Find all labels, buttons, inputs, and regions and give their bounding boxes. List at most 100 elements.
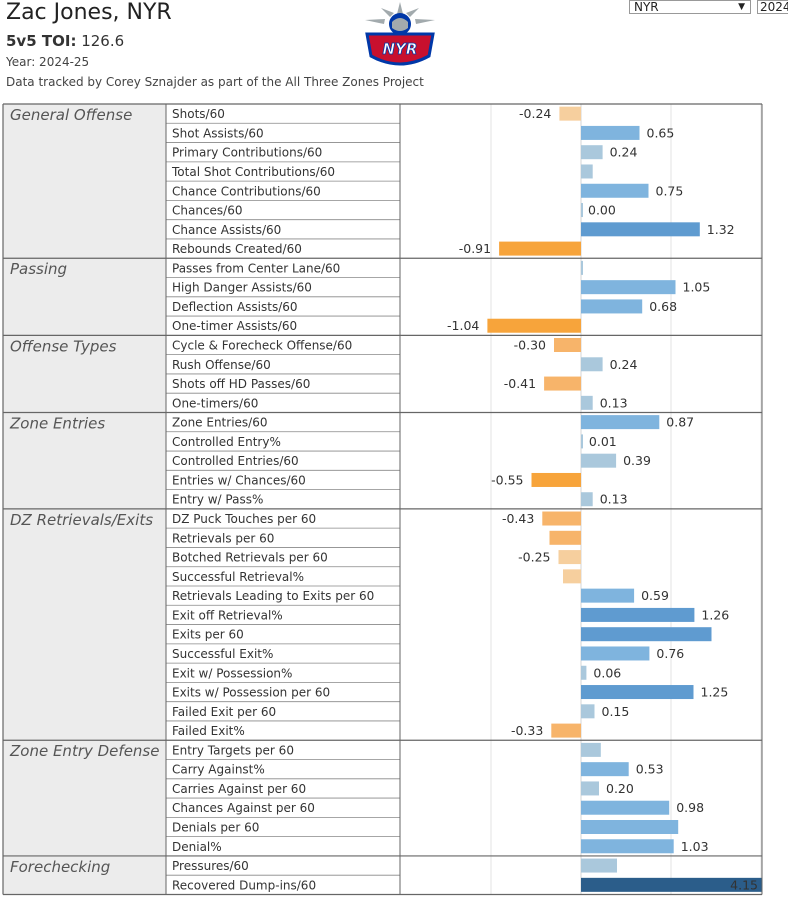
value-label: -1.04 <box>447 318 479 333</box>
category-label: Zone Entry Defense <box>9 742 159 760</box>
bar <box>581 820 679 834</box>
metric-label: Rebounds Created/60 <box>172 242 302 256</box>
bar <box>581 222 700 237</box>
category-column-bg <box>3 104 166 895</box>
value-label: -0.43 <box>502 511 534 526</box>
team-filter-dropdown[interactable]: NYR ▼ <box>629 0 751 14</box>
metric-label: Shots/60 <box>172 107 225 121</box>
bar <box>581 627 712 642</box>
chevron-down-icon: ▼ <box>738 2 745 12</box>
logo-text: NYR <box>383 40 418 58</box>
value-label: 1.26 <box>701 607 729 622</box>
value-label: 0.13 <box>600 395 628 410</box>
bar <box>581 145 603 160</box>
bar <box>581 395 593 410</box>
value-label: 0.13 <box>600 492 628 507</box>
metric-label: Denial% <box>172 840 222 854</box>
bar <box>581 646 650 661</box>
metric-label: Cycle & Forecheck Offense/60 <box>172 339 352 353</box>
bar <box>581 492 593 507</box>
season-year: Year: 2024-25 <box>6 55 90 69</box>
bar <box>581 742 601 757</box>
bar <box>581 877 762 892</box>
metric-label: Failed Exit% <box>172 724 245 738</box>
metric-label: Deflection Assists/60 <box>172 300 298 314</box>
value-label: -0.30 <box>514 338 546 353</box>
metric-label: Carry Against% <box>172 763 265 777</box>
metric-label: Shots off HD Passes/60 <box>172 377 310 391</box>
metric-label: Total Shot Contributions/60 <box>171 165 335 179</box>
metric-label: Botched Retrievals per 60 <box>172 551 328 565</box>
value-label: 0.76 <box>656 646 684 661</box>
bar <box>581 260 583 275</box>
metric-label: Chances/60 <box>172 204 243 218</box>
bar <box>581 203 583 218</box>
toi-line: 5v5 TOI: 126.6 <box>6 32 124 50</box>
value-label: -0.55 <box>491 472 523 487</box>
value-label: 1.05 <box>683 280 711 295</box>
metric-label: Entry Targets per 60 <box>172 743 294 757</box>
value-label: 0.06 <box>593 665 621 680</box>
bar <box>581 781 599 796</box>
category-label: Offense Types <box>10 337 117 355</box>
value-label: 0.68 <box>649 299 677 314</box>
metric-label: One-timers/60 <box>172 396 258 410</box>
value-label: 0.24 <box>610 357 638 372</box>
toi-label: 5v5 TOI: <box>6 32 77 50</box>
metric-label: Failed Exit per 60 <box>172 705 276 719</box>
metric-label: Chances Against per 60 <box>172 801 315 815</box>
team-logo: NYR <box>365 2 435 66</box>
team-filter-value: NYR <box>634 0 659 14</box>
bar <box>544 376 581 391</box>
bar <box>581 125 640 140</box>
category-label: General Offense <box>10 106 132 124</box>
bar <box>531 472 581 487</box>
metric-label: Shot Assists/60 <box>172 126 264 140</box>
metric-label: Exits per 60 <box>172 628 244 642</box>
metric-label: Chance Contributions/60 <box>172 184 321 198</box>
value-label: 0.39 <box>623 453 651 468</box>
metric-label: High Danger Assists/60 <box>172 281 312 295</box>
value-label: 0.53 <box>636 762 664 777</box>
year-filter-dropdown[interactable]: 2024 <box>757 0 788 14</box>
metric-label: Recovered Dump-ins/60 <box>172 878 316 892</box>
value-label: 1.25 <box>701 685 729 700</box>
bar <box>581 858 617 873</box>
bar <box>499 241 581 256</box>
metric-label: Exit w/ Possession% <box>172 666 292 680</box>
bar <box>581 299 643 314</box>
value-label: 0.98 <box>676 800 704 815</box>
value-label: 0.00 <box>588 203 616 218</box>
liberty-crown-icon <box>365 2 435 35</box>
bar <box>549 530 581 545</box>
value-label: -0.33 <box>511 723 543 738</box>
metric-label: Primary Contributions/60 <box>172 146 322 160</box>
metric-label: Chance Assists/60 <box>172 223 281 237</box>
bar <box>581 183 649 198</box>
value-label: -0.25 <box>518 550 550 565</box>
value-label: 0.59 <box>641 588 669 603</box>
metric-label: Entry w/ Pass% <box>172 493 263 507</box>
bar <box>581 762 629 777</box>
category-label: DZ Retrievals/Exits <box>10 511 153 529</box>
metric-label: Controlled Entry% <box>172 435 281 449</box>
bar <box>581 685 694 700</box>
data-credit: Data tracked by Corey Sznajder as part o… <box>6 75 424 89</box>
metric-label: One-timer Assists/60 <box>172 319 297 333</box>
value-label: 4.15 <box>730 877 758 892</box>
bar <box>487 318 581 333</box>
toi-value: 126.6 <box>81 32 125 50</box>
value-label: -0.41 <box>504 376 536 391</box>
bar <box>581 415 660 430</box>
value-label: -0.24 <box>519 106 551 121</box>
bar <box>581 164 593 179</box>
bar <box>581 665 587 680</box>
value-label: 0.01 <box>589 434 617 449</box>
metric-label: Passes from Center Lane/60 <box>172 261 340 275</box>
shield-shape <box>365 32 435 66</box>
category-label: Zone Entries <box>9 414 105 432</box>
bar <box>558 550 581 565</box>
category-label: Passing <box>10 260 67 278</box>
metric-label: Retrievals per 60 <box>172 531 274 545</box>
